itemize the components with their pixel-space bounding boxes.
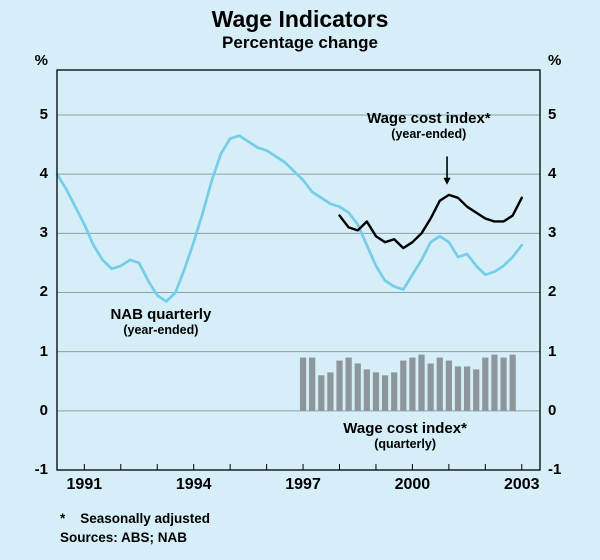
bar-wci-quarterly [327, 372, 334, 411]
bar-wci-quarterly [418, 354, 425, 411]
bar-wci-quarterly [491, 354, 498, 411]
bar-wci-quarterly [372, 372, 380, 411]
line-wci-year-ended [338, 193, 523, 250]
bar-wci-quarterly [309, 357, 316, 411]
bar-wci-quarterly [482, 357, 489, 411]
bar-wci-quarterly [454, 366, 462, 411]
bar-wci-quarterly [391, 372, 398, 411]
bar-wci-quarterly [473, 369, 480, 411]
bar-wci-quarterly [354, 363, 361, 411]
bar-wci-quarterly [400, 360, 407, 411]
bar-wci-quarterly [427, 363, 434, 411]
line-nab-quarterly [55, 134, 524, 303]
bar-wci-quarterly [345, 357, 352, 411]
bar-wci-quarterly [381, 375, 389, 411]
bar-wci-quarterly [318, 375, 325, 411]
bar-wci-quarterly [409, 357, 416, 411]
bar-wci-quarterly [336, 360, 343, 411]
bar-wci-quarterly [500, 357, 507, 411]
bar-wci-quarterly [436, 357, 443, 411]
bar-wci-quarterly [299, 357, 307, 411]
bar-wci-quarterly [463, 366, 471, 411]
plot-frame [56, 69, 541, 471]
bar-wci-quarterly [509, 354, 516, 411]
annotation-arrow-head [443, 177, 451, 185]
bar-wci-quarterly [363, 369, 370, 411]
bar-wci-quarterly [445, 360, 452, 411]
